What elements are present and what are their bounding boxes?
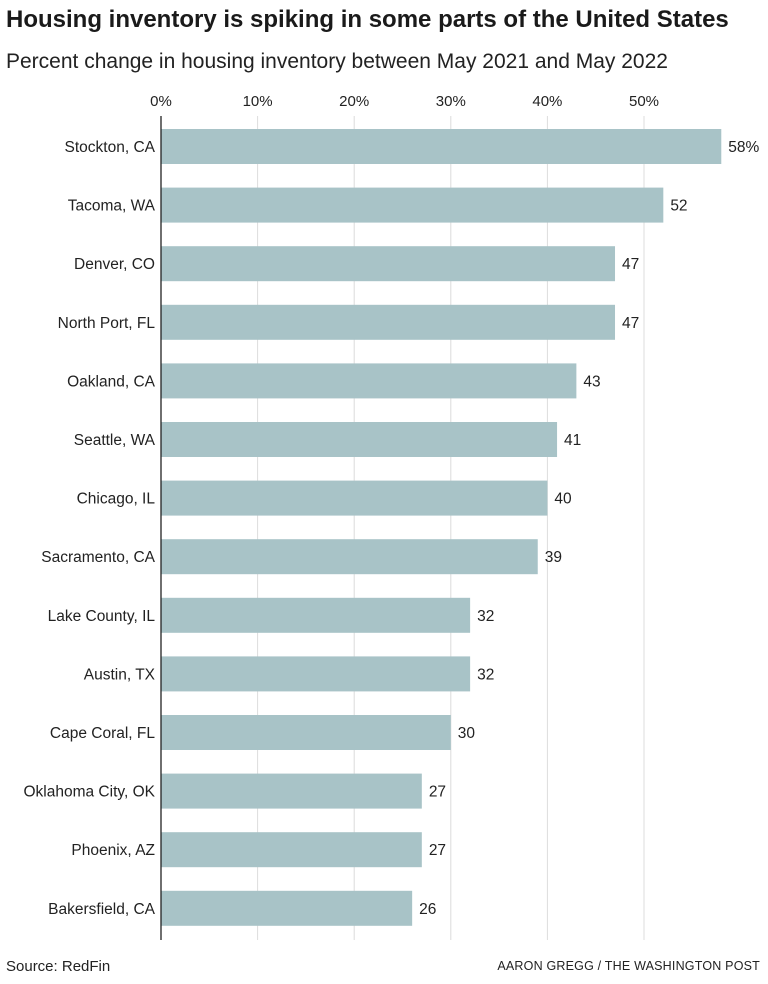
category-label: Stockton, CA xyxy=(65,139,156,156)
bar xyxy=(161,480,548,516)
chart-title: Housing inventory is spiking in some par… xyxy=(6,6,729,33)
value-label: 27 xyxy=(429,842,446,859)
category-label: North Port, FL xyxy=(58,315,156,332)
value-label: 30 xyxy=(458,725,476,742)
value-label: 40 xyxy=(554,491,572,508)
bar xyxy=(161,129,722,164)
value-label: 52 xyxy=(670,198,687,215)
category-label: Sacramento, CA xyxy=(41,549,155,566)
source-note: Source: RedFin xyxy=(6,958,111,975)
bar xyxy=(161,890,413,926)
bar xyxy=(161,363,577,399)
value-label: 47 xyxy=(622,256,639,273)
x-tick-label: 10% xyxy=(243,93,273,110)
bar xyxy=(161,656,471,692)
value-label: 32 xyxy=(477,608,494,625)
category-label: Austin, TX xyxy=(84,666,156,683)
bar xyxy=(161,832,422,868)
category-label: Chicago, IL xyxy=(77,491,156,508)
category-label: Cape Coral, FL xyxy=(50,725,155,742)
category-label: Seattle, WA xyxy=(74,432,156,449)
value-label: 47 xyxy=(622,315,639,332)
category-label: Tacoma, WA xyxy=(68,198,156,215)
bar xyxy=(161,246,616,282)
value-label: 39 xyxy=(545,549,562,566)
x-tick-label: 0% xyxy=(150,93,172,110)
bar xyxy=(161,597,471,633)
bar xyxy=(161,773,422,809)
x-tick-label: 50% xyxy=(629,93,659,110)
category-label: Oakland, CA xyxy=(67,373,156,390)
bar xyxy=(161,539,538,575)
credit-line: AARON GREGG / THE WASHINGTON POST xyxy=(497,959,760,973)
value-label: 32 xyxy=(477,666,494,683)
value-label: 27 xyxy=(429,784,446,801)
bar xyxy=(161,187,664,223)
value-label: 41 xyxy=(564,432,581,449)
category-label: Phoenix, AZ xyxy=(71,842,155,859)
bar xyxy=(161,304,616,340)
chart-subtitle: Percent change in housing inventory betw… xyxy=(6,50,668,73)
category-label: Lake County, IL xyxy=(48,608,156,625)
bar xyxy=(161,422,558,457)
x-tick-label: 20% xyxy=(339,93,369,110)
value-label: 26 xyxy=(419,901,436,918)
x-tick-label: 40% xyxy=(532,93,562,110)
value-label: 58% xyxy=(728,139,759,156)
category-label: Bakersfield, CA xyxy=(48,901,155,918)
x-tick-label: 30% xyxy=(436,93,466,110)
category-label: Oklahoma City, OK xyxy=(23,784,155,801)
category-label: Denver, CO xyxy=(74,256,155,273)
bar xyxy=(161,715,451,750)
value-label: 43 xyxy=(583,373,600,390)
